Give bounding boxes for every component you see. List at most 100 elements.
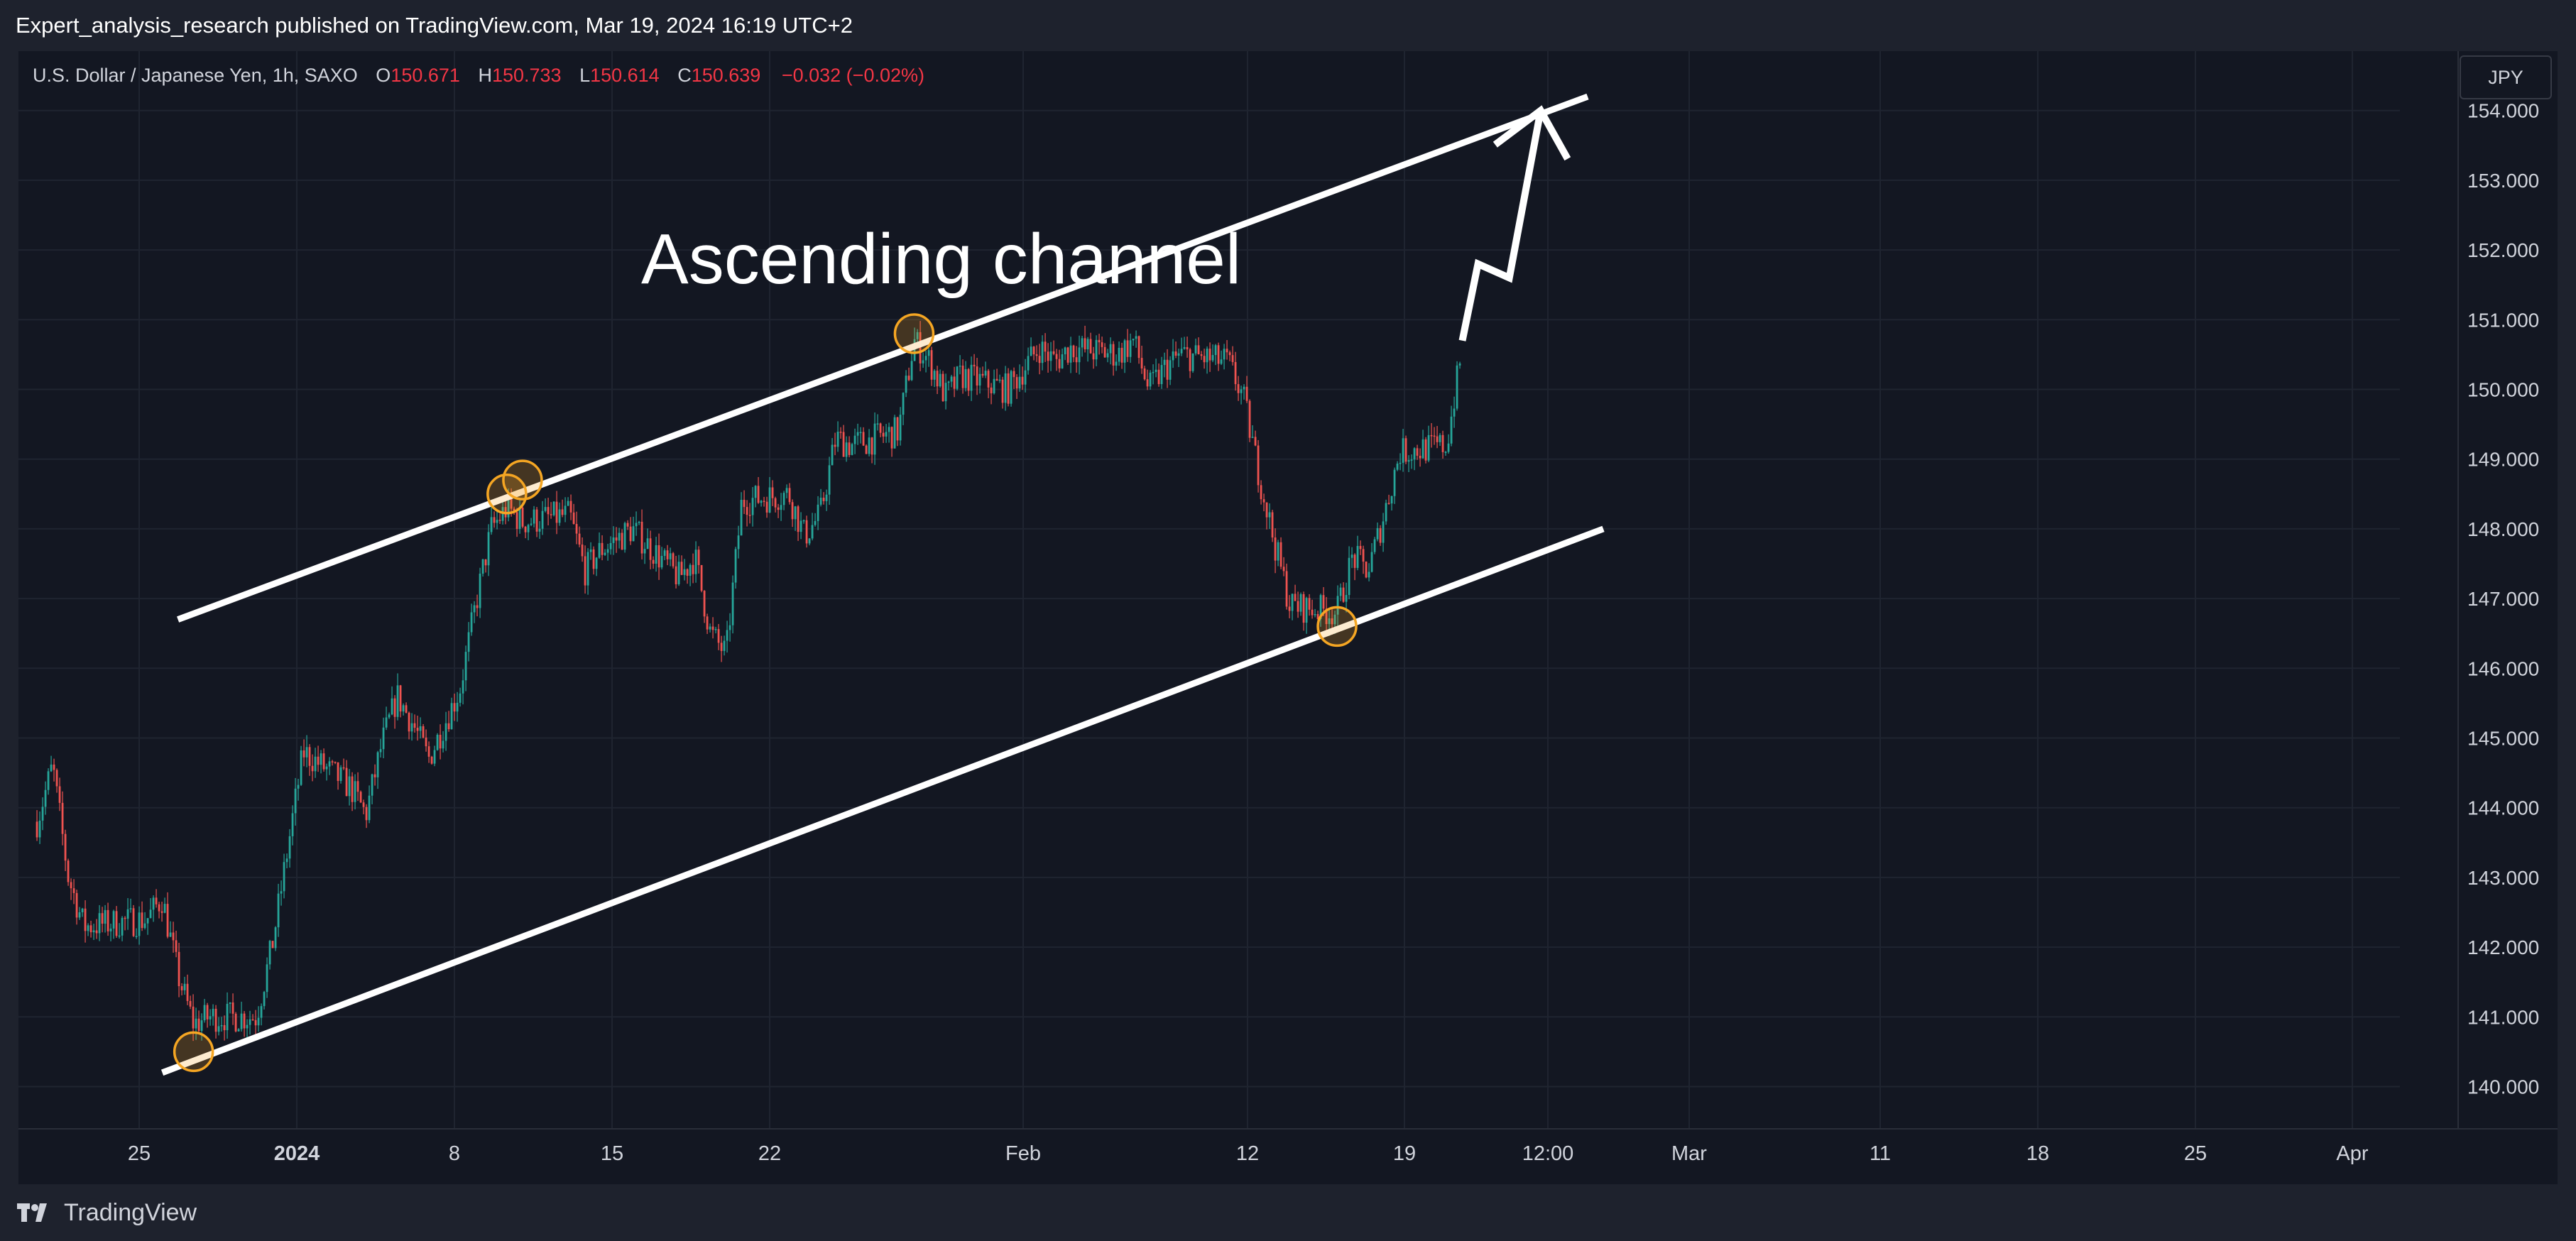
candle-body xyxy=(1444,452,1447,453)
candle-body xyxy=(811,525,814,539)
chart-panel[interactable] xyxy=(18,51,2558,1184)
candle-body xyxy=(805,520,808,544)
candle-body xyxy=(334,761,337,763)
candle-body xyxy=(1271,512,1274,538)
candle-body xyxy=(794,506,797,520)
candle-body xyxy=(38,820,41,838)
candle-body xyxy=(1279,542,1282,567)
candle-body xyxy=(1118,347,1120,362)
candle-body xyxy=(260,1006,263,1018)
candle-body xyxy=(896,417,899,441)
candle-body xyxy=(1004,373,1007,403)
candle-body xyxy=(675,566,677,584)
candle-body xyxy=(797,506,799,532)
candle-body xyxy=(1064,347,1066,355)
candle-body xyxy=(433,750,436,764)
candle-body xyxy=(1027,356,1030,371)
candle-body xyxy=(569,501,572,513)
candle-body xyxy=(513,508,515,513)
candle-body xyxy=(1041,341,1044,363)
candle-body xyxy=(507,496,510,518)
candle-body xyxy=(365,807,368,821)
candle-body xyxy=(842,432,845,457)
candle-body xyxy=(868,437,871,454)
touch-markers xyxy=(173,313,1358,1073)
candle-body xyxy=(1370,552,1373,572)
candle-body xyxy=(550,514,552,515)
candle-body xyxy=(1177,353,1180,356)
candle-body xyxy=(345,767,348,797)
candle-body xyxy=(575,523,578,534)
candle-body xyxy=(1075,357,1078,363)
candle-body xyxy=(305,747,308,758)
candle-body xyxy=(1316,613,1319,620)
candle-body xyxy=(1379,527,1382,543)
candle-body xyxy=(538,528,541,532)
candle-body xyxy=(1376,527,1379,540)
candle-body xyxy=(277,893,280,928)
candle-body xyxy=(1350,554,1353,558)
candle-body xyxy=(1421,439,1424,459)
candle-body xyxy=(711,626,714,630)
candle-body xyxy=(746,507,748,515)
candle-body xyxy=(817,504,819,521)
candle-body xyxy=(373,774,376,777)
currency-button[interactable]: JPY xyxy=(2460,55,2552,99)
candle-body xyxy=(325,766,328,770)
candle-body xyxy=(87,925,89,931)
footer-bar xyxy=(0,1184,2576,1241)
candle-body xyxy=(476,605,479,608)
candle-body xyxy=(1234,361,1237,385)
annotation-text: Ascending channel xyxy=(641,219,1242,299)
candle-body xyxy=(308,747,311,766)
candle-body xyxy=(623,523,626,550)
candle-body xyxy=(422,726,425,738)
close-value: 150.639 xyxy=(691,65,761,86)
candle-body xyxy=(75,892,78,918)
candle-body xyxy=(822,497,825,501)
price-axis: 140.000 141.000 142.000 143.000 144.000 145.0… xyxy=(2457,51,2558,1129)
candle-body xyxy=(169,932,172,937)
candle-body xyxy=(1186,346,1189,350)
channel-upper-line xyxy=(177,93,1589,623)
candle-body xyxy=(995,378,998,381)
candle-body xyxy=(459,693,462,703)
candle-body xyxy=(1015,377,1018,389)
candle-body xyxy=(763,501,765,502)
candle-body xyxy=(899,415,902,441)
candle-body xyxy=(535,509,538,532)
candle-body xyxy=(663,550,666,557)
candle-body xyxy=(601,542,604,555)
candle-body xyxy=(1291,594,1294,611)
candle-body xyxy=(987,371,990,388)
candle-body xyxy=(879,423,882,433)
candle-body xyxy=(652,559,655,564)
candle-body xyxy=(515,512,518,529)
candle-body xyxy=(851,444,853,455)
candle-body xyxy=(782,493,785,505)
candle-body xyxy=(825,494,828,501)
candle-body xyxy=(1010,371,1013,404)
candle-body xyxy=(978,373,981,386)
candle-body xyxy=(314,756,317,772)
candle-body xyxy=(163,904,166,913)
candle-body xyxy=(669,553,672,559)
candle-body xyxy=(274,927,277,948)
candle-body xyxy=(785,488,788,493)
candle-body xyxy=(808,538,811,544)
candle-body xyxy=(212,1008,214,1017)
candle-body xyxy=(1112,344,1115,366)
candle-body xyxy=(1393,469,1396,496)
candle-body xyxy=(1362,549,1365,562)
tradingview-logo[interactable]: TradingView xyxy=(17,1194,197,1231)
candle-body xyxy=(84,908,87,931)
candle-body xyxy=(1072,345,1075,358)
candle-body xyxy=(944,383,947,402)
candle-body xyxy=(640,521,643,554)
candle-body xyxy=(919,332,922,363)
candle-body xyxy=(1126,340,1129,357)
candle-body xyxy=(697,550,700,565)
candle-body xyxy=(774,498,777,508)
candle-body xyxy=(382,727,385,750)
